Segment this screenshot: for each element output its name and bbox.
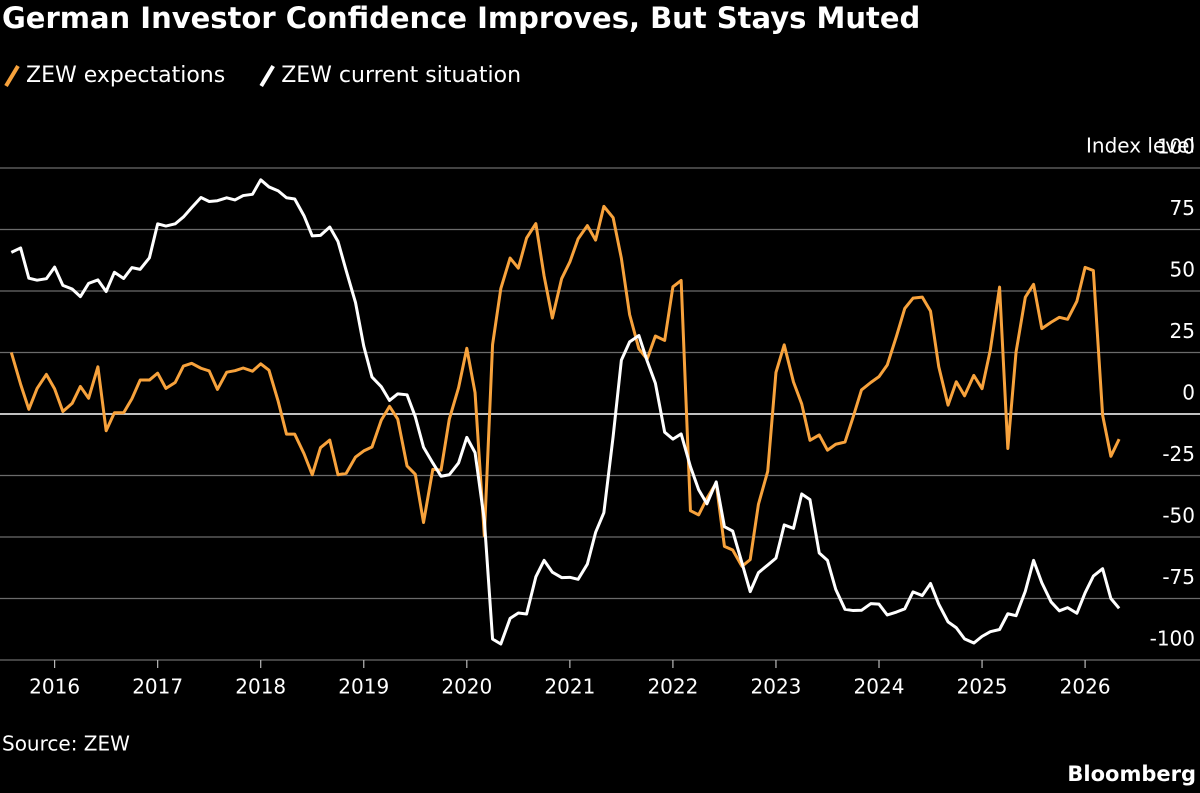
x-tick-label: 2024	[854, 675, 905, 699]
chart-title: German Investor Confidence Improves, But…	[2, 1, 920, 35]
x-tick-label: 2021	[544, 675, 595, 699]
y-axis-label: Index level	[1086, 134, 1195, 158]
x-tick-label: 2019	[338, 675, 389, 699]
series-line	[9, 204, 1121, 568]
x-tick-label: 2017	[132, 675, 183, 699]
legend: ZEW expectations ZEW current situation	[4, 63, 521, 88]
legend-swatch	[259, 64, 275, 88]
legend-label: ZEW current situation	[281, 63, 521, 88]
x-tick-label: 2018	[235, 675, 286, 699]
x-tick-label: 2023	[751, 675, 802, 699]
y-tick-label: -75	[1162, 565, 1195, 589]
credit: Bloomberg	[1067, 762, 1196, 786]
x-tick-label: 2025	[957, 675, 1008, 699]
x-tick-label: 2016	[29, 675, 80, 699]
x-tick-label: 2026	[1060, 675, 1111, 699]
legend-label: ZEW expectations	[26, 63, 225, 88]
y-tick-label: -25	[1162, 442, 1195, 466]
legend-swatch	[4, 64, 20, 88]
x-tick-label: 2022	[647, 675, 698, 699]
source: Source: ZEW	[2, 732, 130, 756]
y-tick-label: -50	[1162, 504, 1195, 528]
y-tick-label: -100	[1150, 627, 1195, 651]
x-tick-label: 2020	[441, 675, 492, 699]
series-line	[10, 178, 1121, 646]
y-tick-label: 75	[1170, 196, 1195, 220]
y-tick-label: 25	[1170, 319, 1195, 343]
y-tick-label: 50	[1170, 258, 1195, 282]
y-tick-label: 0	[1182, 381, 1195, 405]
y-tick-label: 100	[1157, 135, 1195, 159]
